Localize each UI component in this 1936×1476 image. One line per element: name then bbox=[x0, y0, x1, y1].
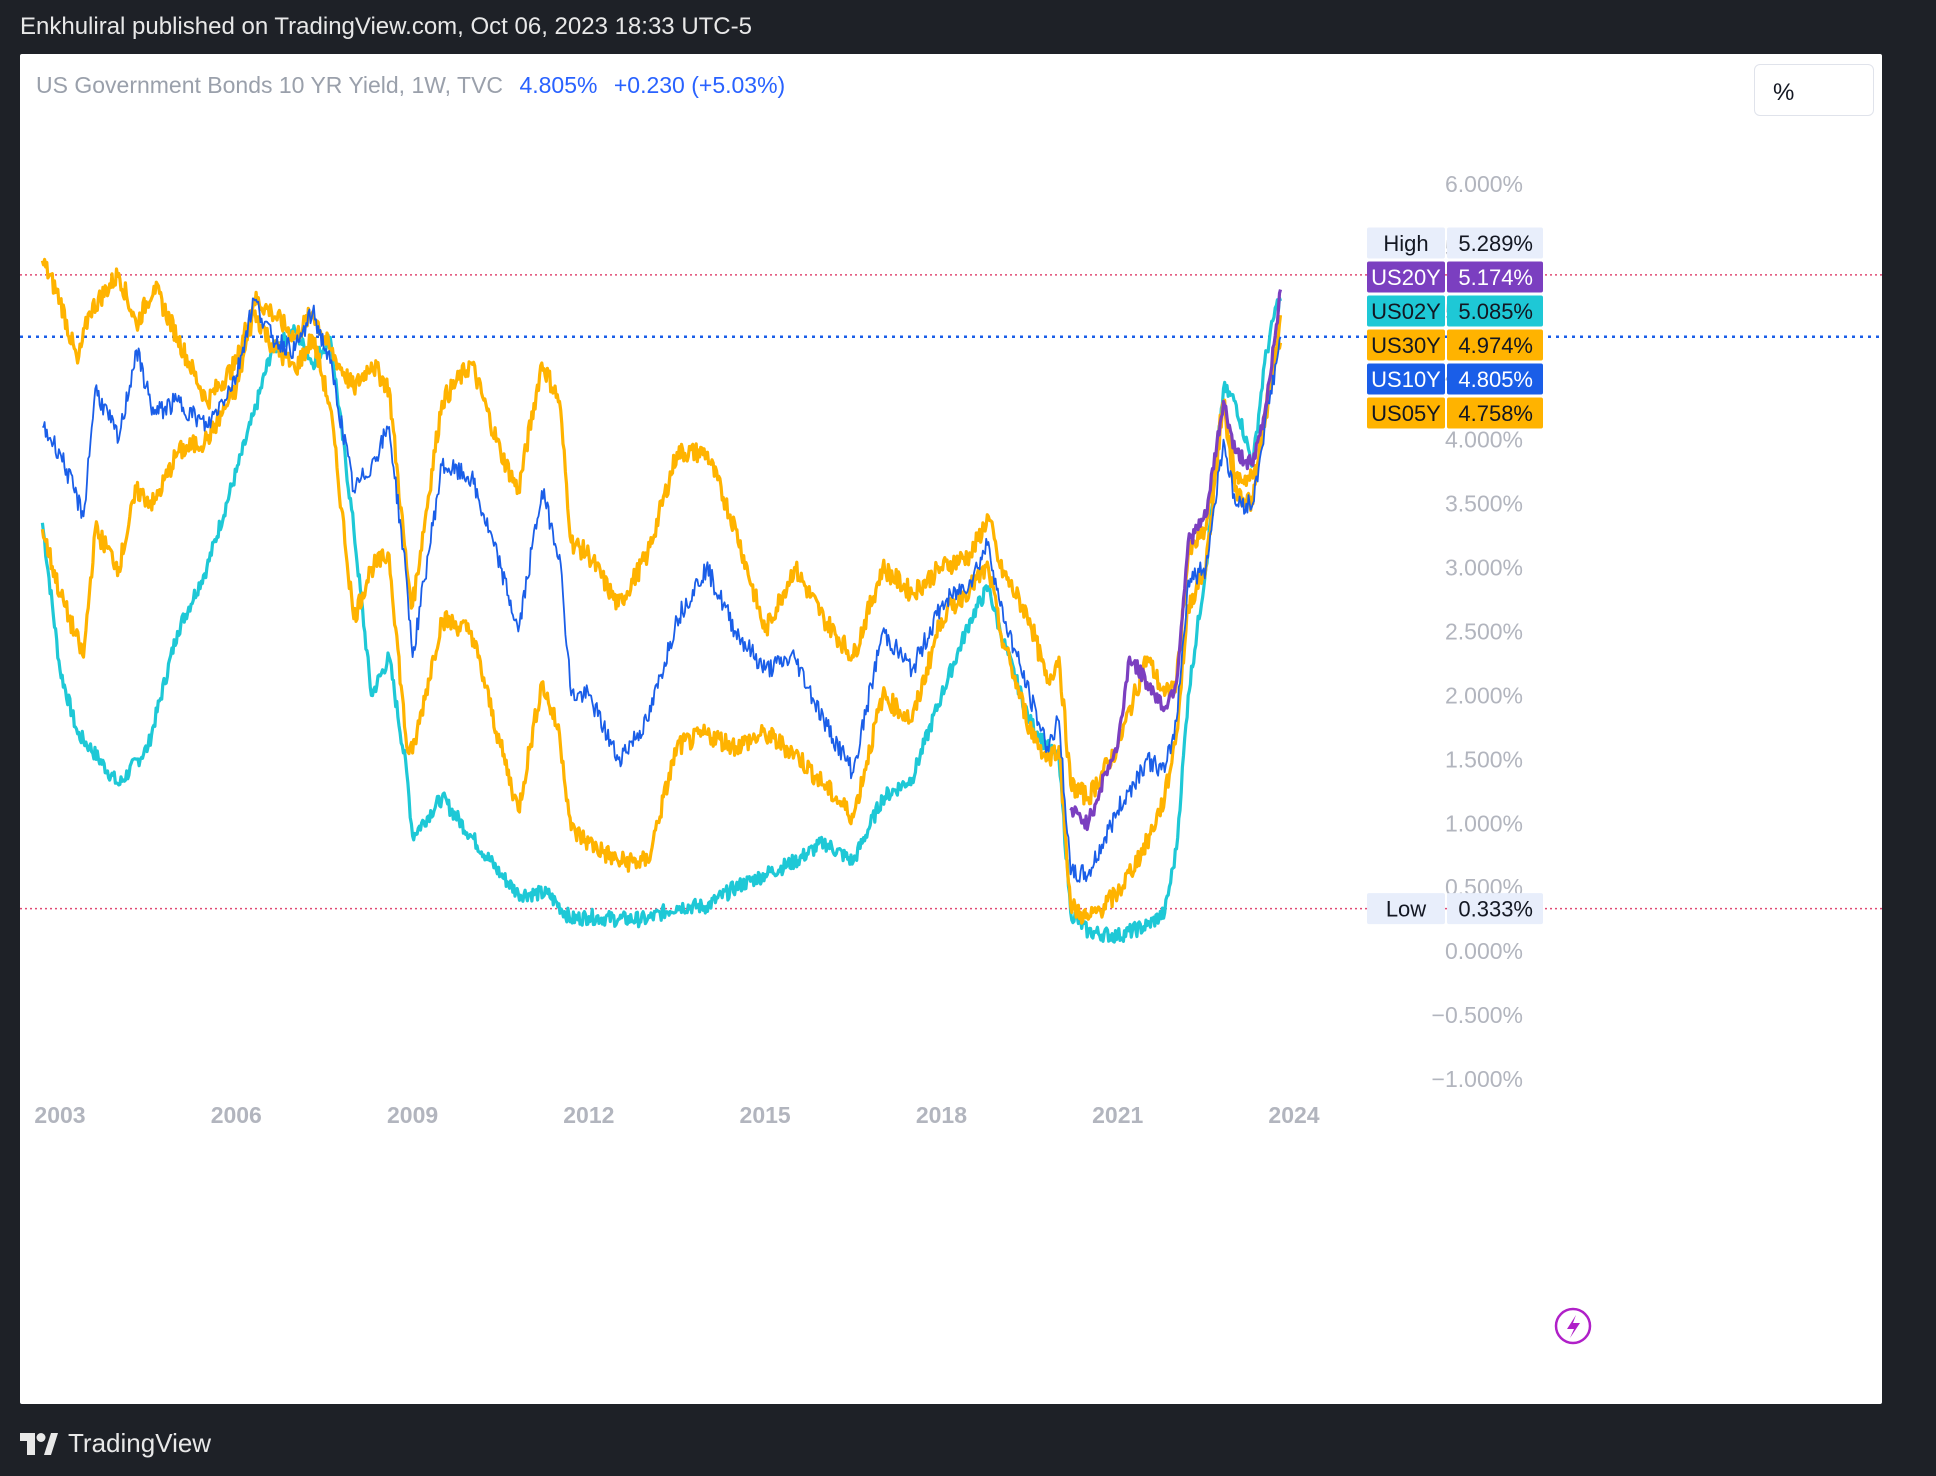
badge-value-bg bbox=[1447, 261, 1543, 293]
x-tick-label: 2015 bbox=[740, 1102, 791, 1128]
series-line-us20y bbox=[1069, 289, 1283, 832]
x-tick-label: 2003 bbox=[34, 1102, 85, 1128]
flash-icon[interactable] bbox=[1554, 1307, 1592, 1345]
badge-label-bg bbox=[1367, 261, 1445, 293]
tradingview-logo[interactable]: TradingView bbox=[20, 1428, 211, 1459]
badge-value-bg bbox=[1447, 329, 1543, 361]
y-tick-label: 1.500% bbox=[1445, 746, 1523, 772]
badge-label-bg bbox=[1367, 295, 1445, 327]
badge-value: 4.805% bbox=[1458, 367, 1533, 392]
x-tick-label: 2006 bbox=[211, 1102, 262, 1128]
badge-label: US30Y bbox=[1371, 333, 1441, 358]
y-tick-label: 1.000% bbox=[1445, 810, 1523, 836]
badge-value: 0.333% bbox=[1458, 897, 1533, 922]
badge-value-bg bbox=[1447, 397, 1543, 429]
y-tick-label: 3.500% bbox=[1445, 491, 1523, 517]
footer: TradingView bbox=[0, 1404, 1936, 1476]
badge-value: 4.758% bbox=[1458, 401, 1533, 426]
y-tick-label: 0.000% bbox=[1445, 938, 1523, 964]
publish-info: Enkhuliral published on TradingView.com,… bbox=[20, 13, 752, 40]
badge-label-bg bbox=[1367, 329, 1445, 361]
badge-value: 5.174% bbox=[1458, 265, 1533, 290]
badge-label-bg bbox=[1367, 893, 1445, 925]
badge-label: Low bbox=[1386, 897, 1426, 922]
x-tick-label: 2024 bbox=[1268, 1102, 1319, 1128]
badge-us05y: US05Y 4.758% bbox=[1367, 397, 1543, 429]
badge-label: High bbox=[1383, 231, 1428, 256]
series-lines bbox=[40, 257, 1283, 944]
y-tick-label: 2.000% bbox=[1445, 682, 1523, 708]
legend-last-value: 4.805% bbox=[519, 72, 598, 98]
chart-legend: US Government Bonds 10 YR Yield, 1W, TVC… bbox=[36, 72, 785, 99]
series-line-us10y bbox=[42, 297, 1282, 883]
badge-us02y: US02Y 5.085% bbox=[1367, 295, 1543, 327]
x-tick-label: 2018 bbox=[916, 1102, 967, 1128]
badge-us10y: US10Y 4.805% bbox=[1367, 363, 1543, 395]
high-low-lines bbox=[20, 274, 1882, 910]
series-line-us02y bbox=[40, 296, 1283, 944]
y-tick-label: −0.500% bbox=[1432, 1002, 1523, 1028]
badge-label-bg bbox=[1367, 227, 1445, 259]
chart-panel[interactable]: 6.000%5.500%5.000%4.500%4.000%3.500%3.00… bbox=[20, 54, 1882, 1404]
badge-label: US20Y bbox=[1371, 265, 1441, 290]
chart-svg[interactable]: 6.000%5.500%5.000%4.500%4.000%3.500%3.00… bbox=[20, 54, 1882, 1404]
tradingview-brand-text: TradingView bbox=[68, 1428, 212, 1458]
y-tick-label: −1.000% bbox=[1432, 1066, 1523, 1092]
x-tick-label: 2021 bbox=[1092, 1102, 1143, 1128]
y-tick-label: 2.500% bbox=[1445, 619, 1523, 645]
series-line-us30y bbox=[40, 257, 1283, 806]
badge-label: US05Y bbox=[1371, 401, 1441, 426]
badge-value-bg bbox=[1447, 363, 1543, 395]
badge-low: Low 0.333% bbox=[1367, 893, 1543, 925]
badge-value-bg bbox=[1447, 295, 1543, 327]
badge-label: US02Y bbox=[1371, 299, 1441, 324]
badge-us30y: US30Y 4.974% bbox=[1367, 329, 1543, 361]
badge-label-bg bbox=[1367, 397, 1445, 429]
tradingview-logo-icon bbox=[20, 1432, 58, 1455]
badge-label-bg bbox=[1367, 363, 1445, 395]
badge-label: US10Y bbox=[1371, 367, 1441, 392]
badge-value-bg bbox=[1447, 227, 1543, 259]
percent-scale-button[interactable]: % bbox=[1754, 64, 1874, 116]
y-tick-label: 3.000% bbox=[1445, 555, 1523, 581]
price-badges: High 5.289% US20Y 5.174% US02Y 5.085% US30Y 4.9… bbox=[1367, 227, 1543, 925]
x-axis: 2003 2006 2009 2012 2015 2018 2021 2024 bbox=[34, 1102, 1319, 1128]
badge-us20y: US20Y 5.174% bbox=[1367, 261, 1543, 293]
legend-change: +0.230 (+5.03%) bbox=[613, 72, 786, 98]
badge-value: 5.289% bbox=[1458, 231, 1533, 256]
badge-value: 4.974% bbox=[1458, 333, 1533, 358]
badge-high: High 5.289% bbox=[1367, 227, 1543, 259]
legend-symbol: US Government Bonds 10 YR Yield, 1W, TVC bbox=[36, 72, 504, 98]
badge-value-bg bbox=[1447, 893, 1543, 925]
y-tick-label: 4.000% bbox=[1445, 427, 1523, 453]
x-tick-label: 2012 bbox=[563, 1102, 614, 1128]
x-tick-label: 2009 bbox=[387, 1102, 438, 1128]
badge-value: 5.085% bbox=[1458, 299, 1533, 324]
y-tick-label: 6.000% bbox=[1445, 171, 1523, 197]
series-line-us05y bbox=[40, 309, 1283, 925]
